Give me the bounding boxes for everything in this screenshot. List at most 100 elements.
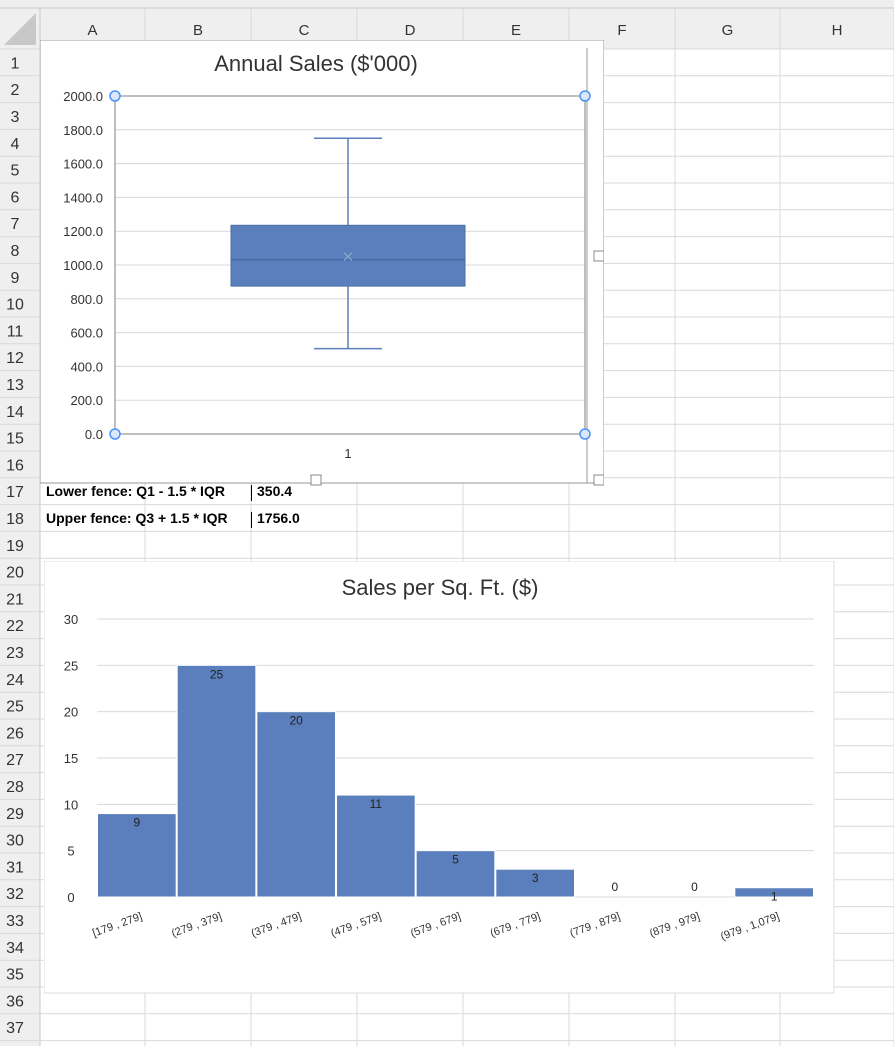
data-label: 0 bbox=[611, 880, 618, 894]
cell-border bbox=[251, 512, 252, 528]
row-header-23[interactable]: 23 bbox=[6, 645, 24, 662]
chart-title[interactable]: Annual Sales ($'000) bbox=[214, 51, 418, 76]
row-header-2[interactable]: 2 bbox=[11, 82, 20, 99]
chart-resize-handle[interactable] bbox=[593, 474, 604, 486]
formula-bar-edge bbox=[0, 0, 894, 8]
histogram-bar[interactable] bbox=[734, 887, 814, 898]
plot-resize-handle[interactable] bbox=[579, 428, 591, 440]
data-label: 25 bbox=[210, 667, 224, 681]
row-header-34[interactable]: 34 bbox=[6, 940, 24, 957]
column-header-g[interactable]: G bbox=[722, 22, 734, 39]
row-header-17[interactable]: 17 bbox=[6, 484, 24, 501]
row-header-19[interactable]: 19 bbox=[6, 538, 24, 555]
chart-title[interactable]: Sales per Sq. Ft. ($) bbox=[342, 575, 539, 600]
row-header-30[interactable]: 30 bbox=[6, 833, 24, 850]
data-label: 1 bbox=[771, 890, 778, 904]
column-header-f[interactable]: F bbox=[617, 22, 626, 39]
plot-resize-handle[interactable] bbox=[109, 90, 121, 102]
plot-resize-handle[interactable] bbox=[579, 90, 591, 102]
row-header-20[interactable]: 20 bbox=[6, 565, 24, 582]
chart-area[interactable] bbox=[44, 561, 835, 994]
row-header-22[interactable]: 22 bbox=[6, 618, 24, 635]
y-tick-label: 1000.0 bbox=[63, 258, 103, 273]
column-header-c[interactable]: C bbox=[299, 22, 310, 39]
y-tick-label: 5 bbox=[67, 844, 74, 859]
column-header-e[interactable]: E bbox=[511, 22, 521, 39]
row-header-11[interactable]: 11 bbox=[7, 323, 24, 340]
row-header-1[interactable]: 1 bbox=[11, 55, 20, 72]
row-header-3[interactable]: 3 bbox=[11, 109, 20, 126]
y-tick-label: 20 bbox=[64, 705, 78, 720]
y-tick-label: 1600.0 bbox=[63, 157, 103, 172]
histogram-bar[interactable] bbox=[415, 850, 496, 898]
data-label: 0 bbox=[691, 880, 698, 894]
column-header-h[interactable]: H bbox=[832, 22, 843, 39]
row-header-15[interactable]: 15 bbox=[6, 431, 24, 448]
x-tick-label: 1 bbox=[344, 446, 351, 461]
row-header-8[interactable]: 8 bbox=[11, 243, 20, 260]
row-header-4[interactable]: 4 bbox=[11, 136, 20, 153]
row-header-32[interactable]: 32 bbox=[6, 886, 24, 903]
row-header-35[interactable]: 35 bbox=[6, 967, 24, 984]
y-tick-label: 1400.0 bbox=[63, 190, 103, 205]
y-tick-label: 15 bbox=[64, 751, 78, 766]
y-tick-label: 1800.0 bbox=[63, 123, 103, 138]
data-label: 9 bbox=[133, 816, 140, 830]
plot-area[interactable] bbox=[114, 95, 586, 435]
histogram-bar[interactable] bbox=[495, 868, 576, 898]
y-tick-label: 400.0 bbox=[70, 359, 103, 374]
select-all-corner[interactable] bbox=[4, 13, 36, 45]
row-header-6[interactable]: 6 bbox=[11, 189, 20, 206]
column-header-a[interactable]: A bbox=[87, 22, 97, 39]
cell-c18-lower-fence-value[interactable]: 350.4 bbox=[257, 483, 293, 499]
chart-resize-handle[interactable] bbox=[593, 250, 604, 262]
row-header-33[interactable]: 33 bbox=[6, 913, 24, 930]
column-header-d[interactable]: D bbox=[405, 22, 416, 39]
histogram-bar[interactable] bbox=[97, 813, 177, 898]
row-header-21[interactable]: 21 bbox=[6, 591, 24, 608]
y-tick-label: 2000.0 bbox=[63, 89, 103, 104]
row-header-18[interactable]: 18 bbox=[6, 511, 24, 528]
mean-marker[interactable] bbox=[343, 252, 353, 261]
row-header-36[interactable]: 36 bbox=[6, 993, 24, 1010]
cell-a18-lower-fence-label[interactable]: Lower fence: Q1 - 1.5 * IQR bbox=[46, 483, 225, 499]
y-tick-label: 25 bbox=[64, 658, 78, 673]
plot-resize-handle[interactable] bbox=[109, 428, 121, 440]
histogram-bar[interactable] bbox=[336, 794, 416, 898]
row-header-7[interactable]: 7 bbox=[11, 216, 20, 233]
data-label: 5 bbox=[452, 853, 459, 867]
y-tick-label: 200.0 bbox=[70, 393, 103, 408]
cell-c19-upper-fence-value[interactable]: 1756.0 bbox=[257, 510, 300, 526]
row-header-25[interactable]: 25 bbox=[6, 699, 24, 716]
column-header-b[interactable]: B bbox=[193, 22, 203, 39]
row-header-37[interactable]: 37 bbox=[6, 1020, 24, 1037]
row-header-24[interactable]: 24 bbox=[6, 672, 24, 689]
row-header-29[interactable]: 29 bbox=[6, 806, 24, 823]
data-label: 11 bbox=[370, 797, 383, 811]
y-tick-label: 600.0 bbox=[70, 326, 103, 341]
row-header-12[interactable]: 12 bbox=[6, 350, 24, 367]
y-tick-label: 1200.0 bbox=[63, 224, 103, 239]
data-label: 20 bbox=[289, 714, 303, 728]
row-header-14[interactable]: 14 bbox=[6, 404, 24, 421]
chart-resize-handle[interactable] bbox=[310, 474, 322, 486]
row-header-5[interactable]: 5 bbox=[11, 163, 20, 180]
annual-sales-box-chart[interactable]: Annual Sales ($'000) 0.0 200.0 400.0 600.0 8… bbox=[40, 40, 604, 488]
row-header-28[interactable]: 28 bbox=[6, 779, 24, 796]
cell-border bbox=[251, 485, 252, 501]
row-header-16[interactable]: 16 bbox=[6, 457, 24, 474]
row-header-31[interactable]: 31 bbox=[6, 859, 24, 876]
y-tick-label: 0 bbox=[67, 890, 74, 905]
row-header-9[interactable]: 9 bbox=[11, 270, 20, 287]
row-header-26[interactable]: 26 bbox=[6, 725, 24, 742]
data-label: 3 bbox=[532, 871, 539, 885]
row-header-10[interactable]: 10 bbox=[6, 297, 24, 314]
row-header-13[interactable]: 13 bbox=[6, 377, 24, 394]
row-header-27[interactable]: 27 bbox=[6, 752, 24, 769]
histogram-bar[interactable] bbox=[176, 664, 257, 898]
histogram-bar[interactable] bbox=[256, 711, 336, 898]
y-tick-label: 30 bbox=[64, 612, 78, 627]
cell-a19-upper-fence-label[interactable]: Upper fence: Q3 + 1.5 * IQR bbox=[46, 510, 228, 526]
y-tick-label: 10 bbox=[64, 797, 78, 812]
